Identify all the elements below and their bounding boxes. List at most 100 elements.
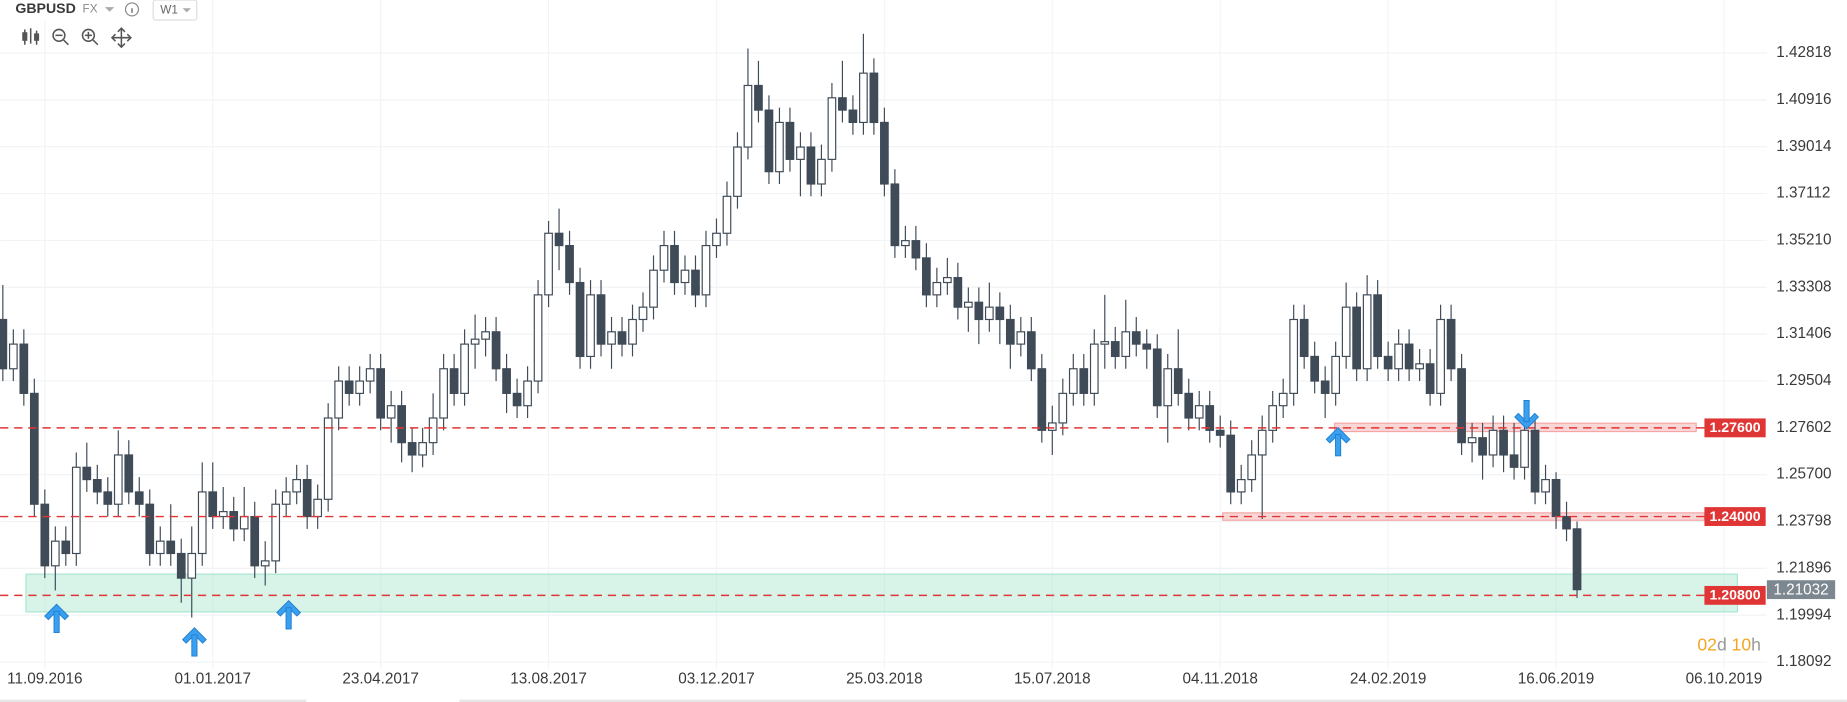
candle-body <box>712 232 721 247</box>
info-icon-dot <box>131 8 133 13</box>
pan-tool[interactable] <box>110 27 132 49</box>
candle-body <box>1079 368 1089 394</box>
interval-box[interactable] <box>152 0 198 21</box>
candle-body <box>1457 368 1466 444</box>
candle-body <box>260 560 270 567</box>
candle-body <box>942 277 952 284</box>
buy-arrow <box>182 627 207 657</box>
candle-body <box>407 442 417 456</box>
candles <box>0 33 1582 618</box>
candle-body <box>1383 355 1393 370</box>
candle-body <box>1152 348 1162 407</box>
y-tick-label: 1.19994 <box>1776 606 1832 623</box>
y-tick-label: 1.21896 <box>1776 559 1831 576</box>
candle-body <box>460 343 469 394</box>
candle-body <box>680 269 690 284</box>
level-label: 1.27600 <box>1710 419 1761 435</box>
candle-body <box>1352 306 1362 370</box>
y-tick-label: 1.35210 <box>1776 231 1831 248</box>
candle-body <box>176 552 186 579</box>
candle-body <box>1509 454 1519 468</box>
x-tick-label: 23.04.2017 <box>342 671 419 688</box>
candle-body <box>40 503 50 567</box>
candle-body <box>1310 355 1320 382</box>
candle-body <box>1436 318 1445 394</box>
candle-body <box>670 244 679 284</box>
candle-body <box>1499 429 1508 456</box>
candle-body <box>544 232 553 296</box>
candle-body <box>271 503 281 562</box>
candle-body <box>963 301 973 308</box>
candle-body <box>764 109 774 173</box>
candle-body <box>1331 355 1341 394</box>
candle-body <box>901 240 910 247</box>
chart-type-tool[interactable] <box>22 28 40 45</box>
candle-body <box>575 281 585 358</box>
candle-body <box>323 417 333 500</box>
candle-body <box>817 158 826 185</box>
candle-body <box>984 306 994 321</box>
level-tag <box>1704 585 1766 605</box>
candle-body <box>890 183 900 247</box>
candle-body <box>1226 434 1236 493</box>
x-tick-label: 03.12.2017 <box>678 671 755 688</box>
candle-body <box>1047 422 1057 431</box>
candle-body <box>1236 479 1246 493</box>
market[interactable]: FX <box>83 3 98 16</box>
candle-body <box>1520 429 1529 468</box>
candle-body <box>1341 306 1351 358</box>
y-tick-label: 1.31406 <box>1776 325 1831 342</box>
candle-body <box>386 405 396 419</box>
candle-body <box>19 343 29 394</box>
candle-body <box>974 301 984 321</box>
y-tick-label: 1.27602 <box>1776 419 1831 436</box>
candle-body <box>502 368 511 394</box>
candle-body <box>1184 392 1194 419</box>
candle-body <box>1572 528 1582 591</box>
y-tick-label: 1.42818 <box>1776 44 1831 61</box>
candle-body <box>607 331 616 345</box>
symbol: GBPUSD <box>15 0 75 16</box>
candle-body <box>827 97 837 160</box>
candle-body <box>481 331 490 340</box>
market-dropdown[interactable] <box>104 7 115 12</box>
x-tick-label: 01.01.2017 <box>174 671 251 688</box>
axes: 1.42818 1.40916 1.39014 1.37112 1.35210 1.333… <box>7 44 1832 688</box>
candle-body <box>1257 429 1267 456</box>
candle-body <box>1121 331 1131 358</box>
candle-body <box>1100 341 1110 345</box>
candle-body <box>848 109 858 124</box>
candle-body <box>554 232 564 247</box>
levels: 1.27600 1.24000 1.20800 1.21032 <box>0 418 1836 605</box>
candle-body <box>1173 368 1183 394</box>
x-tick-label: 24.02.2019 <box>1350 671 1427 688</box>
info-icon[interactable] <box>124 2 140 17</box>
candle-body <box>103 491 113 505</box>
candle-body <box>659 244 669 271</box>
candle-body <box>806 146 816 185</box>
y-tick-label: 1.29504 <box>1776 372 1832 389</box>
interval[interactable]: W1 <box>160 4 178 17</box>
candle-body <box>1289 318 1299 394</box>
candle-body <box>785 121 795 160</box>
y-tick-label: 1.40916 <box>1776 91 1831 108</box>
candle-body <box>344 380 354 394</box>
candle-body <box>71 466 81 555</box>
candle-body <box>1194 405 1204 419</box>
candle-body <box>197 491 207 555</box>
candle-body <box>995 306 1005 321</box>
zoom-in-tool[interactable] <box>81 28 99 46</box>
candle-body <box>302 479 312 518</box>
candle-body <box>82 466 92 481</box>
candle-body <box>145 503 155 555</box>
candle-body <box>8 343 18 370</box>
candle-body <box>439 368 448 419</box>
x-tick-label: 11.09.2016 <box>7 671 82 688</box>
y-tick-label: 1.39014 <box>1776 138 1832 155</box>
candle-body <box>533 294 543 382</box>
interval-dropdown[interactable] <box>182 8 191 13</box>
zoom-out-tool[interactable] <box>52 28 69 46</box>
timer-days-unit: d <box>1717 634 1727 654</box>
candle-body <box>1551 479 1561 518</box>
